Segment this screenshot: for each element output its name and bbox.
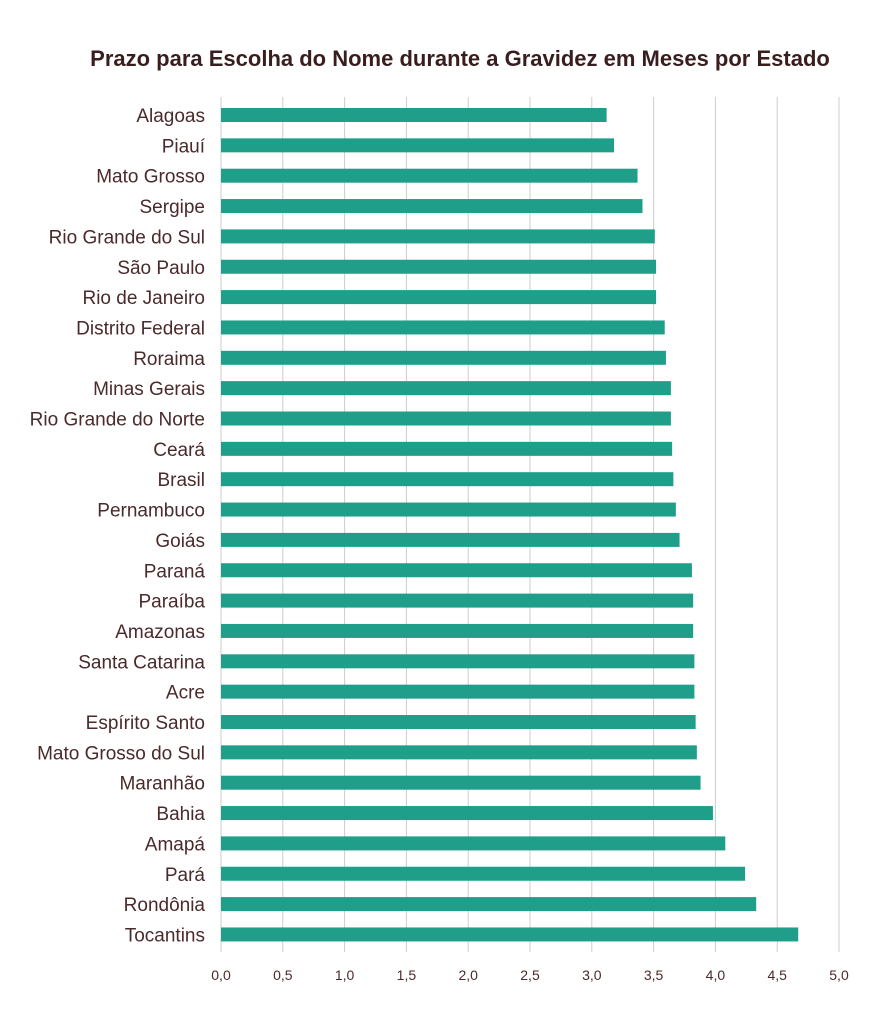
bar xyxy=(221,168,638,183)
x-tick-label: 1,0 xyxy=(335,967,355,983)
bar xyxy=(221,199,643,214)
bar xyxy=(221,411,671,426)
bar xyxy=(221,897,757,912)
category-label: Brasil xyxy=(157,470,205,491)
bar xyxy=(221,290,657,305)
category-label: Maranhão xyxy=(119,774,205,795)
category-label: Rio Grande do Sul xyxy=(49,227,205,248)
category-label: Rondônia xyxy=(124,895,206,916)
bar xyxy=(221,502,676,517)
bar xyxy=(221,806,713,821)
category-label: Acre xyxy=(166,683,205,704)
bar xyxy=(221,684,695,699)
category-label: São Paulo xyxy=(117,258,205,279)
bar xyxy=(221,593,694,608)
x-tick-label: 2,5 xyxy=(520,967,540,983)
category-label: Paraná xyxy=(144,561,206,582)
bar xyxy=(221,320,665,335)
gridlines xyxy=(220,97,840,952)
bar xyxy=(221,532,680,547)
x-tick-label: 0,0 xyxy=(211,967,231,983)
x-tick-label: 3,5 xyxy=(644,967,664,983)
category-label: Pernambuco xyxy=(97,501,205,522)
bar xyxy=(221,381,671,396)
category-label: Rio Grande do Norte xyxy=(30,410,205,431)
bar xyxy=(221,866,746,881)
chart-title: Prazo para Escolha do Nome durante a Gra… xyxy=(90,46,830,71)
bar xyxy=(221,441,673,456)
bar xyxy=(221,350,666,365)
x-tick-label: 4,5 xyxy=(767,967,787,983)
category-label: Sergipe xyxy=(140,197,206,218)
category-label: Ceará xyxy=(153,440,205,461)
bar xyxy=(221,927,799,942)
category-label: Goiás xyxy=(155,531,205,552)
category-labels: Alagoas Piauí Mato Grosso Sergipe Rio Grande… xyxy=(30,106,206,946)
x-axis-ticks: 0,0 0,5 1,0 1,5 2,0 2,5 3,0 3,5 4,0 4,5 5,0 xyxy=(211,967,849,983)
bar xyxy=(221,745,697,760)
x-tick-label: 1,5 xyxy=(397,967,417,983)
bar xyxy=(221,654,695,669)
bar xyxy=(221,472,674,487)
category-label: Distrito Federal xyxy=(76,318,205,339)
bar xyxy=(221,715,696,729)
bar xyxy=(221,775,701,790)
category-label: Roraima xyxy=(133,349,205,370)
bar xyxy=(221,563,692,578)
x-tick-label: 4,0 xyxy=(706,967,726,983)
bars xyxy=(221,108,799,942)
category-label: Paraíba xyxy=(138,592,205,613)
x-tick-label: 0,5 xyxy=(273,967,293,983)
bar xyxy=(221,836,726,851)
category-label: Rio de Janeiro xyxy=(82,288,205,309)
category-label: Amapá xyxy=(145,834,206,855)
category-label: Mato Grosso xyxy=(96,167,205,188)
category-label: Santa Catarina xyxy=(78,652,205,673)
category-label: Amazonas xyxy=(115,622,205,643)
category-label: Tocantins xyxy=(125,925,205,946)
category-label: Pará xyxy=(165,865,206,886)
bar xyxy=(221,623,694,638)
category-label: Espírito Santo xyxy=(86,713,205,734)
x-tick-label: 3,0 xyxy=(582,967,602,983)
category-label: Mato Grosso do Sul xyxy=(37,743,205,764)
bar xyxy=(221,259,657,274)
bar xyxy=(221,108,607,122)
category-label: Piauí xyxy=(162,136,206,157)
x-tick-label: 2,0 xyxy=(458,967,478,983)
category-label: Minas Gerais xyxy=(93,379,205,400)
category-label: Alagoas xyxy=(136,106,205,127)
category-label: Bahia xyxy=(156,804,205,825)
bar xyxy=(221,138,615,153)
x-tick-label: 5,0 xyxy=(829,967,849,983)
bar xyxy=(221,229,655,244)
